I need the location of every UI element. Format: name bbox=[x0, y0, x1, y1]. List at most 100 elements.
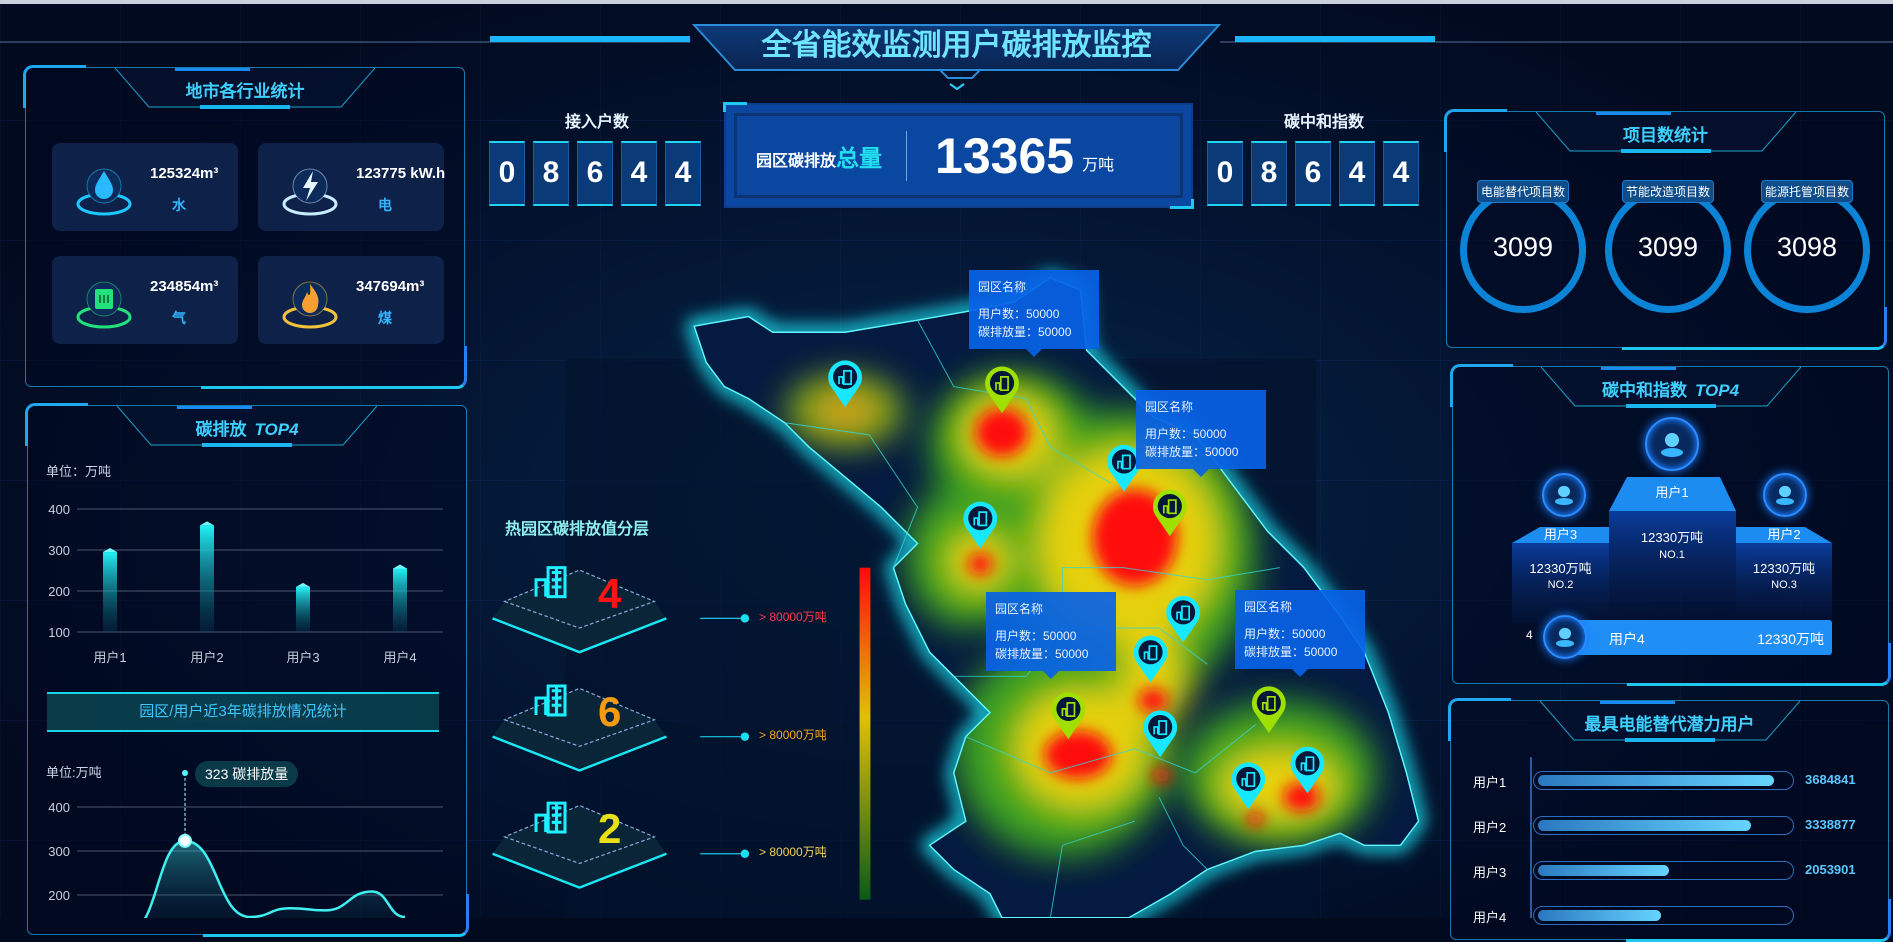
digit-box: 8 bbox=[1251, 141, 1287, 206]
bar-y-tick: 400 bbox=[48, 502, 70, 517]
total-unit: 万吨 bbox=[1082, 156, 1115, 174]
park-pin-icon[interactable] bbox=[985, 366, 1019, 414]
tooltip-users: 用户数：50000 bbox=[1244, 627, 1326, 641]
access-count-label: 接入户数 bbox=[564, 114, 630, 131]
emission-top4-panel: 碳排放 TOP4 bbox=[25, 403, 469, 937]
digit-box: 0 bbox=[489, 141, 525, 206]
bar[interactable] bbox=[103, 552, 117, 632]
bar-cap bbox=[103, 548, 117, 553]
layer-threshold: > 80000万吨 bbox=[759, 610, 827, 624]
park-pin-icon[interactable] bbox=[1251, 686, 1286, 734]
potential-user-label: 用户3 bbox=[1473, 865, 1507, 880]
park-pin-icon[interactable] bbox=[1107, 444, 1141, 492]
tooltip-value: 323 bbox=[205, 766, 229, 782]
potential-bar-fill bbox=[1538, 910, 1661, 921]
chevron-down-icon bbox=[949, 83, 965, 91]
park-pin-icon[interactable] bbox=[1290, 746, 1325, 794]
industry-card: 234854m³ 气 bbox=[52, 256, 238, 344]
line-y-tick: 400 bbox=[48, 800, 70, 815]
potential-value: 2053901 bbox=[1805, 862, 1856, 877]
line-y-tick: 300 bbox=[48, 844, 70, 859]
park-pin-icon[interactable] bbox=[828, 360, 862, 408]
project-value: 3099 bbox=[1637, 232, 1699, 262]
header-frame bbox=[0, 0, 1893, 91]
projects-title: 项目数统计 bbox=[1623, 126, 1708, 145]
project-ring: 电能替代项目数 3099 bbox=[1460, 180, 1586, 313]
rank4-row: 用户4 12330万吨 bbox=[1569, 620, 1832, 655]
avatar-rank4 bbox=[1543, 615, 1587, 659]
industry-value: 347694m³ bbox=[356, 278, 425, 295]
tooltip-label: 碳排放量 bbox=[232, 766, 289, 782]
rank-value: 12330万吨 bbox=[1640, 530, 1704, 545]
park-tooltip: 园区名称 用户数：50000 碳排放量：50000 bbox=[969, 270, 1099, 357]
rank-number: NO.3 bbox=[1771, 579, 1797, 591]
leader-dot bbox=[740, 614, 750, 623]
bar-x-label: 用户4 bbox=[383, 650, 416, 665]
highlight-point[interactable] bbox=[178, 833, 192, 848]
bar[interactable] bbox=[200, 525, 214, 632]
rank-user: 用户3 bbox=[1543, 527, 1578, 542]
bar-cap bbox=[393, 564, 407, 569]
park-pin-icon[interactable] bbox=[1143, 710, 1178, 758]
tooltip-park-name: 园区名称 bbox=[1145, 400, 1194, 414]
industry-card: 347694m³ 煤 bbox=[258, 256, 444, 344]
layer-threshold: > 80000万吨 bbox=[759, 845, 827, 859]
tooltip-park-name: 园区名称 bbox=[978, 280, 1027, 294]
project-value: 3099 bbox=[1492, 232, 1554, 262]
park-pin-icon[interactable] bbox=[1166, 595, 1201, 643]
podium-rank2: 用户3 12330万吨 NO.2 bbox=[1512, 524, 1609, 591]
panel-title: 最具电能替代潜力用户 bbox=[1539, 700, 1800, 744]
podium bbox=[1512, 477, 1832, 623]
top4-badge: TOP4 bbox=[1694, 381, 1740, 400]
building-icon bbox=[534, 566, 567, 599]
industry-label: 气 bbox=[172, 310, 186, 326]
tooltip-emission: 碳排放量：50000 bbox=[978, 325, 1072, 339]
park-pin-icon[interactable] bbox=[1051, 692, 1086, 740]
bar-y-tick: 200 bbox=[48, 584, 70, 599]
bar-cap bbox=[296, 582, 310, 587]
total-highlight: 总量 bbox=[836, 144, 883, 171]
bar[interactable] bbox=[393, 568, 407, 632]
park-pin-icon[interactable] bbox=[1133, 635, 1168, 683]
layer-platform bbox=[492, 801, 750, 889]
park-tooltip: 园区名称 用户数：50000 碳排放量：50000 bbox=[1136, 390, 1266, 477]
city-borders bbox=[784, 319, 1280, 918]
page-title: 全省能效监测用户碳排放监控 bbox=[761, 29, 1152, 62]
park-pin-icon[interactable] bbox=[1231, 762, 1266, 810]
top4-badge: TOP4 bbox=[254, 420, 299, 439]
bar[interactable] bbox=[296, 586, 310, 632]
potential-bar-track bbox=[1533, 771, 1794, 790]
leader-dot bbox=[740, 732, 750, 741]
lightning-icon bbox=[282, 168, 338, 216]
layer-platform bbox=[492, 566, 750, 654]
rank-number: 4 bbox=[1526, 628, 1533, 642]
heat-layer-title: 热园区碳排放值分层 bbox=[505, 521, 650, 538]
digit-box: 0 bbox=[1207, 141, 1243, 206]
layer-count: 2 bbox=[598, 805, 622, 852]
project-ring: 节能改造项目数 3099 bbox=[1605, 180, 1731, 313]
avatar-rank2 bbox=[1542, 473, 1586, 517]
industry-card: 125324m³ 水 bbox=[52, 143, 238, 231]
total-value: 13365 bbox=[935, 127, 1075, 184]
divider bbox=[906, 130, 908, 181]
digit-box: 4 bbox=[1339, 141, 1375, 206]
neutral-top-title: 碳中和指数 bbox=[1601, 381, 1687, 400]
potential-user-label: 用户2 bbox=[1473, 820, 1507, 835]
line-area bbox=[145, 840, 405, 918]
project-value: 3098 bbox=[1776, 232, 1838, 262]
digit-box: 6 bbox=[577, 141, 613, 206]
park-pin-icon[interactable] bbox=[963, 501, 998, 549]
bar-x-label: 用户2 bbox=[190, 650, 223, 665]
leader-dot bbox=[740, 849, 750, 859]
layer-count: 6 bbox=[598, 688, 622, 735]
podium-rank1: 用户1 12330万吨 NO.1 bbox=[1612, 482, 1732, 561]
industry-title: 地市各行业统计 bbox=[185, 82, 305, 101]
bar-cap bbox=[200, 521, 214, 526]
building-icon bbox=[534, 684, 567, 717]
park-pin-icon[interactable] bbox=[1152, 489, 1187, 537]
emission-title: 碳排放 bbox=[195, 420, 247, 439]
park-tooltip: 园区名称 用户数：50000 碳排放量：50000 bbox=[1235, 590, 1365, 677]
digit-box: 6 bbox=[1295, 141, 1331, 206]
left-charts: 100 200 300 400 用户1 用户2 用户3 用户4 200 300 400 bbox=[48, 502, 443, 918]
bar-y-tick: 100 bbox=[48, 625, 70, 640]
